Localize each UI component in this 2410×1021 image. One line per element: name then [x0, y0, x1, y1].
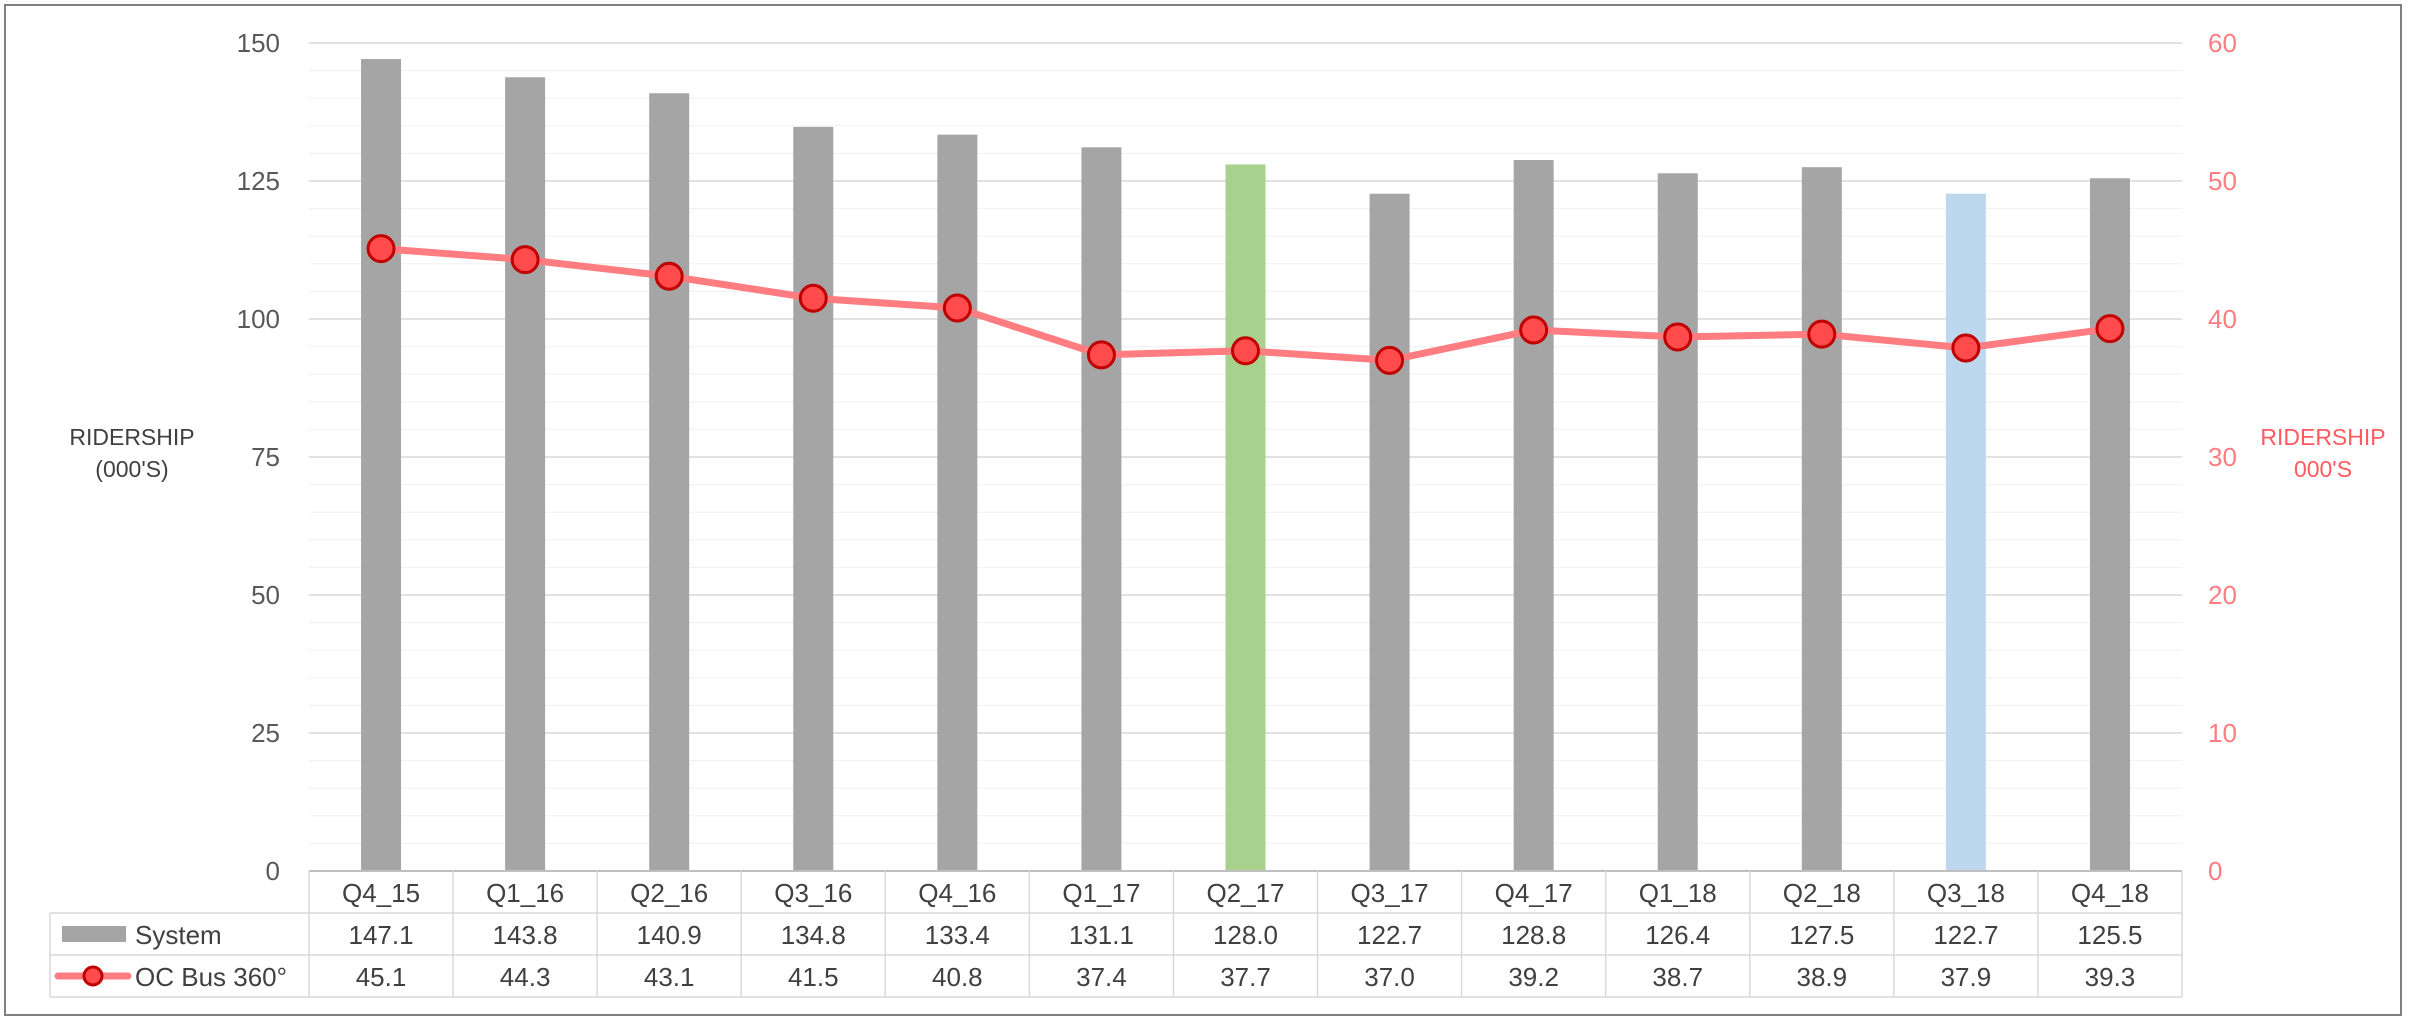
y-axis-right: 0 10 20 30 40 50 60 [2208, 28, 2237, 886]
table-cell-oc-bus: 40.8 [932, 962, 983, 992]
legend-key-marker [82, 965, 104, 987]
y-right-tick-label: 50 [2208, 166, 2237, 196]
table-cell-system: 125.5 [2077, 920, 2142, 950]
x-category-label: Q4_16 [918, 878, 996, 908]
y-right-tick-label: 10 [2208, 718, 2237, 748]
y-right-tick-label: 0 [2208, 856, 2222, 886]
y-left-tick-label: 100 [237, 304, 280, 334]
y-left-tick-label: 25 [251, 718, 280, 748]
point-q1-18 [1663, 322, 1693, 352]
y-left-tick-label: 150 [237, 28, 280, 58]
table-cell-oc-bus: 37.4 [1076, 962, 1127, 992]
y-left-tick-label: 0 [266, 856, 280, 886]
y-left-tick-label: 125 [237, 166, 280, 196]
y-left-title: RIDERSHIP (000'S) [69, 424, 194, 482]
y-axis-left: 0 25 50 75 100 125 150 [237, 28, 280, 886]
point-q2-18 [1807, 319, 1837, 349]
point-q4-17 [1519, 315, 1549, 345]
x-category-label: Q1_18 [1639, 878, 1717, 908]
x-category-label: Q3_16 [774, 878, 852, 908]
x-category-label: Q1_16 [486, 878, 564, 908]
table-cell-oc-bus: 44.3 [500, 962, 551, 992]
x-category-label: Q3_17 [1351, 878, 1429, 908]
point-q3-17 [1375, 345, 1405, 375]
bar-q1-16 [505, 77, 546, 871]
bar-q3-17 [1369, 193, 1410, 872]
bar-q4-15 [361, 59, 402, 872]
bar-q2-18 [1801, 167, 1842, 871]
table-cell-system: 126.4 [1645, 920, 1710, 950]
y-left-tick-label: 75 [251, 442, 280, 472]
point-q4-15 [366, 234, 396, 264]
x-category-label: Q1_17 [1062, 878, 1140, 908]
table-cell-oc-bus: 39.2 [1508, 962, 1559, 992]
chart-frame [4, 4, 2402, 1016]
legend-label-oc-bus: OC Bus 360° [135, 962, 287, 992]
point-q4-18 [2095, 314, 2125, 344]
table-cell-oc-bus: 38.7 [1652, 962, 1703, 992]
axis-titles: RIDERSHIP (000'S) RIDERSHIP 000'S [69, 424, 2385, 482]
y-right-tick-label: 40 [2208, 304, 2237, 334]
table-cell-system: 128.0 [1213, 920, 1278, 950]
table-cell-system: 147.1 [348, 920, 413, 950]
table-cell-oc-bus: 39.3 [2085, 962, 2136, 992]
table-cell-system: 122.7 [1357, 920, 1422, 950]
y-left-tick-label: 50 [251, 580, 280, 610]
table-cell-system: 134.8 [781, 920, 846, 950]
table-cell-oc-bus: 37.9 [1941, 962, 1992, 992]
table-cell-oc-bus: 37.7 [1220, 962, 1271, 992]
y-right-tick-label: 20 [2208, 580, 2237, 610]
bar-q1-17 [1081, 147, 1122, 871]
bar-q2-17 [1225, 164, 1266, 871]
x-category-label: Q2_17 [1206, 878, 1284, 908]
x-category-label: Q4_18 [2071, 878, 2149, 908]
bar-q3-18 [1945, 193, 1986, 872]
table-cell-oc-bus: 43.1 [644, 962, 695, 992]
table-cell-oc-bus: 41.5 [788, 962, 839, 992]
bar-q3-16 [793, 126, 834, 872]
point-q4-16 [942, 293, 972, 323]
data-table: Q4_15 Q1_16 Q2_16 Q3_16 Q4_16 Q1_17 Q2_17 Q3_17… [49, 870, 2183, 998]
table-cell-system: 140.9 [637, 920, 702, 950]
bar-q4-16 [937, 134, 978, 871]
point-q3-16 [798, 283, 828, 313]
point-q1-17 [1086, 340, 1116, 370]
x-category-label: Q2_18 [1783, 878, 1861, 908]
table-cell-system: 127.5 [1789, 920, 1854, 950]
point-q1-16 [510, 245, 540, 275]
table-cell-system: 143.8 [493, 920, 558, 950]
table-cell-system: 133.4 [925, 920, 990, 950]
table-cell-oc-bus: 45.1 [356, 962, 407, 992]
x-category-label: Q4_17 [1495, 878, 1573, 908]
y-right-tick-label: 30 [2208, 442, 2237, 472]
table-cell-system: 128.8 [1501, 920, 1566, 950]
bars-system [361, 59, 2130, 872]
point-q3-18 [1951, 333, 1981, 363]
table-cell-system: 122.7 [1933, 920, 1998, 950]
bar-q4-17 [1513, 160, 1554, 872]
point-q2-17 [1231, 336, 1260, 366]
table-cell-oc-bus: 37.0 [1364, 962, 1415, 992]
bar-q1-18 [1657, 173, 1698, 872]
table-cell-system: 131.1 [1069, 920, 1134, 950]
x-category-label: Q4_15 [342, 878, 420, 908]
legend-label-system: System [135, 920, 222, 950]
x-category-label: Q3_18 [1927, 878, 2005, 908]
y-right-title: RIDERSHIP 000'S [2260, 424, 2385, 482]
bar-q2-16 [649, 93, 690, 872]
bar-q4-18 [2089, 178, 2130, 872]
y-right-tick-label: 60 [2208, 28, 2237, 58]
line-oc-bus-360 [366, 234, 2125, 375]
table-cell-oc-bus: 38.9 [1797, 962, 1848, 992]
point-q2-16 [654, 261, 684, 291]
x-category-label: Q2_16 [630, 878, 708, 908]
legend-key-system [62, 926, 126, 942]
